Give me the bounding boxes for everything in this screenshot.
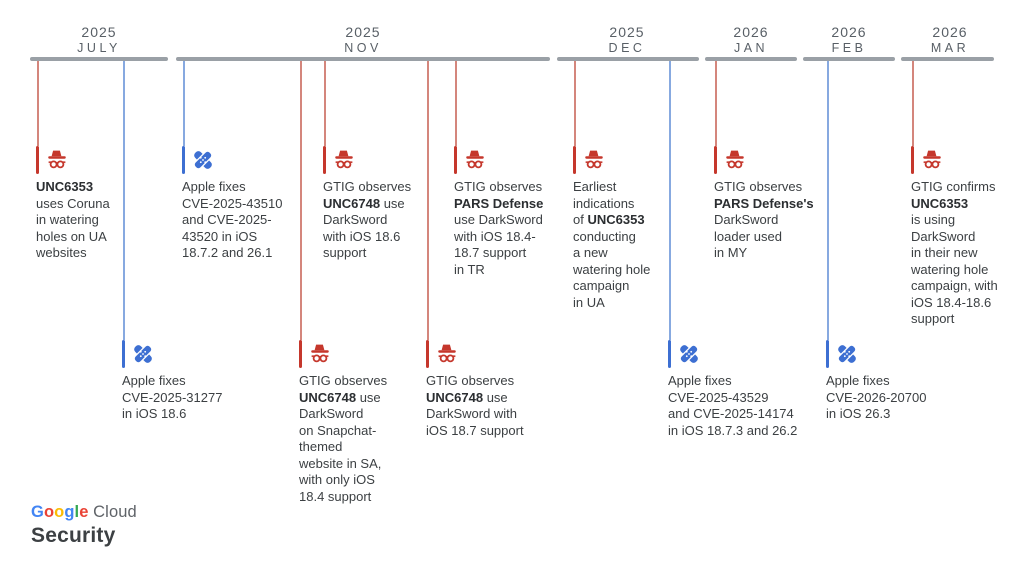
period-year: 2026 [932, 24, 968, 40]
google-logo-letter: o [43, 503, 55, 521]
period-month: JULY [77, 41, 121, 56]
patch-icon [131, 342, 155, 366]
period-year: 2025 [81, 24, 117, 40]
timeline-bar [176, 57, 550, 61]
event-text: Apple fixes CVE-2026-20700 in iOS 26.3 [826, 373, 927, 421]
event-text: GTIG confirms UNC6353 is using DarkSword in … [911, 179, 998, 326]
period-label: 2025 DEC [557, 24, 697, 56]
timeline-bar [30, 57, 168, 61]
event-line [300, 61, 302, 340]
period-month: MAR [930, 41, 970, 56]
google-logo: Google [31, 503, 88, 521]
event-text: GTIG observes UNC6748 use DarkSword with iO… [426, 373, 524, 438]
patch-icon [835, 342, 859, 366]
event-line [183, 61, 185, 146]
timeline-bar [803, 57, 895, 61]
security-label: Security [31, 524, 116, 547]
period-month: NOV [344, 41, 382, 56]
event-text: GTIG observes PARS Defense's DarkSword load… [714, 179, 814, 260]
google-logo-letter: G [31, 503, 44, 521]
google-logo-letter: o [54, 503, 65, 521]
timeline-bar [705, 57, 797, 61]
event-line [574, 61, 576, 146]
period-year: 2026 [831, 24, 867, 40]
period-label: 2026 MAR [880, 24, 1020, 56]
cloud-label: Cloud [93, 503, 137, 521]
event-text: Apple fixes CVE-2025-43510 and CVE-2025- 43… [182, 179, 283, 260]
event-marker-dash [911, 146, 914, 174]
event-marker-dash [323, 146, 326, 174]
threat-actor-icon [308, 342, 332, 366]
event-marker-dash [714, 146, 717, 174]
event-text: GTIG observes PARS Defense use DarkSword wi… [454, 179, 544, 277]
patch-icon [677, 342, 701, 366]
event-text: GTIG observes UNC6748 use DarkSword with iO… [323, 179, 412, 260]
threat-actor-icon [332, 148, 356, 172]
event-marker-dash [454, 146, 457, 174]
event-text: Apple fixes CVE-2025-31277 in iOS 18.6 [122, 373, 223, 421]
period-label: 2025 NOV [293, 24, 433, 56]
event-marker-dash [299, 340, 302, 368]
period-label: 2025 JULY [29, 24, 169, 56]
period-year: 2025 [609, 24, 645, 40]
footer-logo: Google Cloud Security [31, 503, 137, 548]
event-marker-dash [36, 146, 39, 174]
period-year: 2025 [345, 24, 381, 40]
event-marker-dash [668, 340, 671, 368]
threat-actor-icon [435, 342, 459, 366]
period-label: 2026 FEB [779, 24, 919, 56]
period-year: 2026 [733, 24, 769, 40]
event-line [669, 61, 671, 340]
event-text: Apple fixes CVE-2025-43529 and CVE-2025-14… [668, 373, 798, 438]
event-line [427, 61, 429, 340]
event-marker-dash [826, 340, 829, 368]
event-line [455, 61, 457, 146]
timeline-bar [557, 57, 699, 61]
threat-actor-icon [463, 148, 487, 172]
patch-icon [191, 148, 215, 172]
event-marker-dash [426, 340, 429, 368]
timeline-bar [901, 57, 994, 61]
period-month: FEB [831, 41, 867, 56]
event-line [123, 61, 125, 340]
event-line [715, 61, 717, 146]
google-logo-letter: e [79, 503, 89, 521]
threat-actor-icon [45, 148, 69, 172]
event-line [827, 61, 829, 340]
event-text: GTIG observes UNC6748 use DarkSword on Snap… [299, 373, 388, 504]
google-logo-letter: l [74, 503, 80, 521]
event-marker-dash [182, 146, 185, 174]
google-cloud-wordmark: Google Cloud [31, 503, 137, 522]
event-line [37, 61, 39, 146]
event-text: Earliest indications of UNC6353 conducting a… [573, 179, 651, 310]
event-line [324, 61, 326, 146]
threat-actor-icon [582, 148, 606, 172]
event-marker-dash [573, 146, 576, 174]
event-marker-dash [122, 340, 125, 368]
period-label: 2026 JAN [681, 24, 821, 56]
event-line [912, 61, 914, 146]
period-month: DEC [608, 41, 646, 56]
event-text: UNC6353 uses Coruna in watering holes on UA… [36, 179, 110, 260]
threat-actor-icon [723, 148, 747, 172]
google-logo-letter: g [64, 503, 75, 521]
threat-actor-icon [920, 148, 944, 172]
period-month: JAN [733, 41, 769, 56]
